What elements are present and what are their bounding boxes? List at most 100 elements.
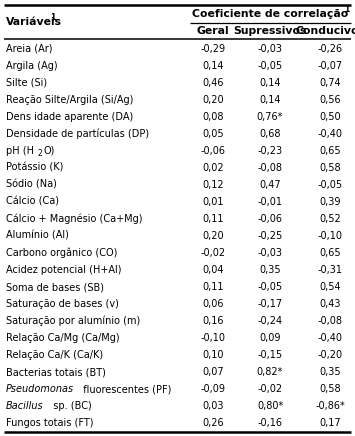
Text: Saturação de bases (v): Saturação de bases (v): [6, 299, 119, 309]
Text: -0,02: -0,02: [201, 248, 225, 258]
Text: 0,14: 0,14: [259, 78, 281, 88]
Text: -0,10: -0,10: [317, 231, 343, 241]
Text: Supressivos: Supressivos: [233, 26, 307, 36]
Text: -0,01: -0,01: [257, 197, 283, 207]
Text: 0,76*: 0,76*: [257, 112, 283, 122]
Text: 0,65: 0,65: [319, 248, 341, 258]
Text: 0,43: 0,43: [319, 299, 341, 309]
Text: 0,17: 0,17: [319, 419, 341, 429]
Text: -0,31: -0,31: [317, 265, 343, 275]
Text: 0,52: 0,52: [319, 214, 341, 224]
Text: Argila (Ag): Argila (Ag): [6, 61, 58, 71]
Text: O): O): [44, 146, 55, 156]
Text: 0,50: 0,50: [319, 112, 341, 122]
Text: Silte (Si): Silte (Si): [6, 78, 47, 88]
Text: -0,10: -0,10: [201, 333, 225, 343]
Text: 0,74: 0,74: [319, 78, 341, 88]
Text: Relação Ca/Mg (Ca/Mg): Relação Ca/Mg (Ca/Mg): [6, 333, 120, 343]
Text: 0,06: 0,06: [202, 299, 224, 309]
Text: -0,03: -0,03: [257, 248, 283, 258]
Text: 0,47: 0,47: [259, 180, 281, 190]
Text: Cálcio + Magnésio (Ca+Mg): Cálcio + Magnésio (Ca+Mg): [6, 214, 142, 224]
Text: 0,09: 0,09: [259, 333, 281, 343]
Text: -0,02: -0,02: [257, 385, 283, 395]
Text: 0,35: 0,35: [259, 265, 281, 275]
Text: Cálcio (Ca): Cálcio (Ca): [6, 197, 59, 207]
Text: 0,03: 0,03: [202, 402, 224, 412]
Text: Potássio (K): Potássio (K): [6, 163, 64, 173]
Text: 0,01: 0,01: [202, 197, 224, 207]
Text: 0,04: 0,04: [202, 265, 224, 275]
Text: 0,35: 0,35: [319, 368, 341, 377]
Text: 0,11: 0,11: [202, 282, 224, 292]
Text: -0,26: -0,26: [317, 44, 343, 54]
Text: 0,20: 0,20: [202, 231, 224, 241]
Text: Relação Ca/K (Ca/K): Relação Ca/K (Ca/K): [6, 350, 103, 360]
Text: 0,10: 0,10: [202, 350, 224, 360]
Text: Coeficiente de correlação: Coeficiente de correlação: [192, 9, 349, 19]
Text: -0,06: -0,06: [201, 146, 225, 156]
Text: -0,23: -0,23: [257, 146, 283, 156]
Text: 0,02: 0,02: [202, 163, 224, 173]
Text: 0,54: 0,54: [319, 282, 341, 292]
Text: -0,86*: -0,86*: [315, 402, 345, 412]
Text: Fungos totais (FT): Fungos totais (FT): [6, 419, 93, 429]
Text: -0,05: -0,05: [317, 180, 343, 190]
Text: Alumínio (Al): Alumínio (Al): [6, 231, 69, 241]
Text: -0,05: -0,05: [257, 282, 283, 292]
Text: -0,20: -0,20: [317, 350, 343, 360]
Text: -0,05: -0,05: [257, 61, 283, 71]
Text: 0,82*: 0,82*: [257, 368, 283, 377]
Text: -0,08: -0,08: [257, 163, 283, 173]
Text: -0,07: -0,07: [317, 61, 343, 71]
Text: -0,24: -0,24: [257, 316, 283, 326]
Text: Soma de bases (SB): Soma de bases (SB): [6, 282, 104, 292]
Text: 0,39: 0,39: [319, 197, 341, 207]
Text: 1: 1: [50, 14, 55, 23]
Text: 0,65: 0,65: [319, 146, 341, 156]
Text: Variáveis: Variáveis: [6, 17, 62, 27]
Text: 0,58: 0,58: [319, 163, 341, 173]
Text: Reação Silte/Argila (Si/Ag): Reação Silte/Argila (Si/Ag): [6, 95, 133, 105]
Text: 0,46: 0,46: [202, 78, 224, 88]
Text: Bacterias totais (BT): Bacterias totais (BT): [6, 368, 106, 377]
Text: Geral: Geral: [197, 26, 229, 36]
Text: -0,25: -0,25: [257, 231, 283, 241]
Text: 0,80*: 0,80*: [257, 402, 283, 412]
Text: -0,06: -0,06: [257, 214, 283, 224]
Text: Bacillus: Bacillus: [6, 402, 44, 412]
Text: sp. (BC): sp. (BC): [47, 402, 91, 412]
Text: Sódio (Na): Sódio (Na): [6, 180, 57, 190]
Text: Saturação por alumínio (m): Saturação por alumínio (m): [6, 316, 140, 327]
Text: -0,17: -0,17: [257, 299, 283, 309]
Text: -0,03: -0,03: [257, 44, 283, 54]
Text: 0,58: 0,58: [319, 385, 341, 395]
Text: 0,14: 0,14: [202, 61, 224, 71]
Text: 0,20: 0,20: [202, 95, 224, 105]
Text: -0,15: -0,15: [257, 350, 283, 360]
Text: 0,56: 0,56: [319, 95, 341, 105]
Text: -0,29: -0,29: [201, 44, 225, 54]
Text: -0,16: -0,16: [257, 419, 283, 429]
Text: Pseudomonas: Pseudomonas: [6, 385, 74, 395]
Text: Densidade de partículas (DP): Densidade de partículas (DP): [6, 129, 149, 139]
Text: -0,08: -0,08: [317, 316, 343, 326]
Text: Carbono orgânico (CO): Carbono orgânico (CO): [6, 248, 118, 258]
Text: Dens idade aparente (DA): Dens idade aparente (DA): [6, 112, 133, 122]
Text: 0,12: 0,12: [202, 180, 224, 190]
Text: 0,68: 0,68: [259, 129, 281, 139]
Text: Areia (Ar): Areia (Ar): [6, 44, 53, 54]
Text: fluorescentes (PF): fluorescentes (PF): [77, 385, 171, 395]
Text: pH (H: pH (H: [6, 146, 37, 156]
Text: 1: 1: [344, 6, 350, 14]
Text: 0,07: 0,07: [202, 368, 224, 377]
Text: 0,11: 0,11: [202, 214, 224, 224]
Text: 0,16: 0,16: [202, 316, 224, 326]
Text: -0,40: -0,40: [317, 129, 343, 139]
Text: 0,08: 0,08: [202, 112, 224, 122]
Text: 0,26: 0,26: [202, 419, 224, 429]
Text: Acidez potencial (H+Al): Acidez potencial (H+Al): [6, 265, 121, 275]
Text: 0,14: 0,14: [259, 95, 281, 105]
Text: 0,05: 0,05: [202, 129, 224, 139]
Text: 2: 2: [38, 149, 43, 158]
